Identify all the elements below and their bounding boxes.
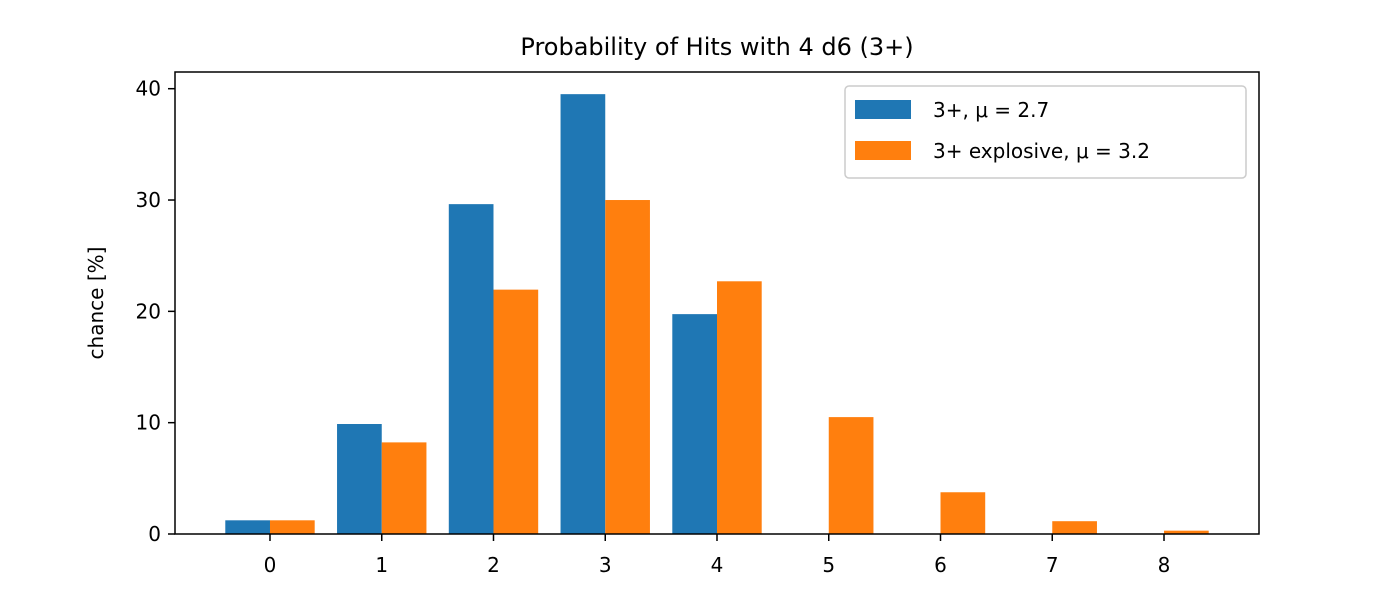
legend-box: [844, 85, 1247, 179]
x-tick-label: 7: [1046, 553, 1059, 577]
legend-swatch: [855, 100, 911, 119]
plot-frame: [174, 71, 1260, 535]
bar-series0-cat2: [448, 204, 494, 534]
legend-swatch: [855, 141, 911, 160]
x-tick-label: 8: [1158, 553, 1171, 577]
x-tick-label: 4: [711, 553, 724, 577]
bar-series1-cat2: [493, 289, 539, 534]
ticks-layer: 0 10 20 30 40 0 1 2 3 4 5 6 7 8: [136, 77, 1171, 577]
bar-series0-cat3: [560, 94, 606, 534]
bar-series1-cat8: [1164, 530, 1209, 534]
x-tick-label: 3: [599, 553, 612, 577]
bar-series1-cat3: [605, 200, 650, 534]
bar-series1-cat4: [717, 281, 762, 534]
x-tick-label: 6: [934, 553, 947, 577]
legend-label: 3+, μ = 2.7: [933, 98, 1049, 122]
x-tick-label: 0: [264, 553, 277, 577]
x-tick-label: 1: [375, 553, 388, 577]
bar-series0-cat4: [672, 314, 717, 534]
x-tick-label: 2: [487, 553, 500, 577]
legend-label: 3+ explosive, μ = 3.2: [933, 139, 1150, 163]
bars-layer: [225, 94, 1209, 534]
y-tick-label: 30: [136, 188, 161, 212]
bar-series1-cat0: [269, 520, 315, 534]
y-tick-label: 10: [136, 411, 161, 435]
y-tick-label: 40: [136, 77, 161, 101]
bar-series1-cat6: [940, 492, 986, 534]
bar-series0-cat1: [337, 424, 382, 534]
bar-series1-cat5: [828, 417, 874, 534]
x-tick-label: 5: [822, 553, 835, 577]
y-tick-label: 20: [136, 299, 161, 323]
legend: 3+, μ = 2.7 3+ explosive, μ = 3.2: [844, 85, 1247, 179]
y-axis-label: chance [%]: [84, 247, 108, 360]
chart-title: Probability of Hits with 4 d6 (3+): [520, 33, 913, 61]
bar-series1-cat7: [1052, 521, 1097, 534]
bar-series1-cat1: [381, 442, 427, 534]
y-tick-label: 0: [148, 522, 161, 546]
bar-series0-cat0: [225, 520, 270, 534]
